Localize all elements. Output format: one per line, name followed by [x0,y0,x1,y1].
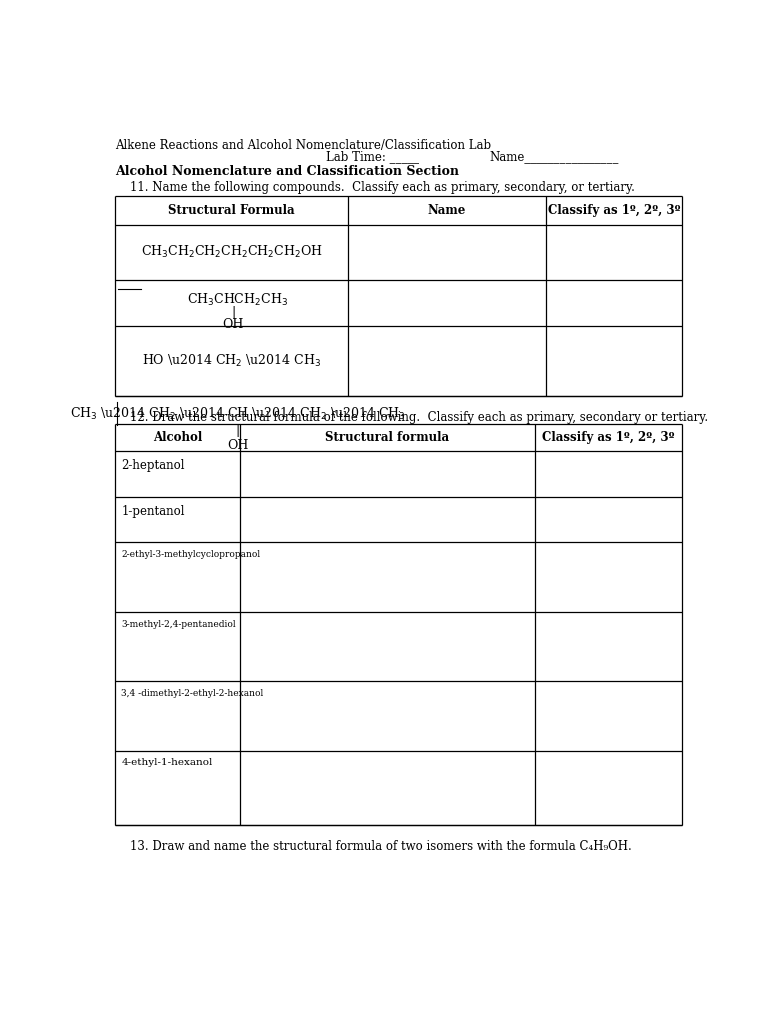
Text: Structural Formula: Structural Formula [168,204,295,217]
Text: OH: OH [223,318,244,331]
Text: 3-methyl-2,4-pentanediol: 3-methyl-2,4-pentanediol [121,620,236,629]
Text: |: | [236,424,240,437]
Text: |: | [231,306,236,319]
Text: 12. Draw the structural formula of the following.  Classify each as primary, sec: 12. Draw the structural formula of the f… [131,411,709,424]
Text: 1-pentanol: 1-pentanol [121,505,185,517]
Text: 3,4 -dimethyl-2-ethyl-2-hexanol: 3,4 -dimethyl-2-ethyl-2-hexanol [121,689,264,698]
Text: 2-ethyl-3-methylcyclopropanol: 2-ethyl-3-methylcyclopropanol [121,550,261,559]
Text: CH$_3$ \u2014 CH$_2$ \u2014 CH \u2014 CH$_2$ \u2014 CH$_3$: CH$_3$ \u2014 CH$_2$ \u2014 CH \u2014 CH… [70,406,405,422]
Text: 2-heptanol: 2-heptanol [121,459,185,472]
Text: CH$_3$CH$_2$CH$_2$CH$_2$CH$_2$CH$_2$OH: CH$_3$CH$_2$CH$_2$CH$_2$CH$_2$CH$_2$OH [141,244,322,260]
Text: Classify as 1º, 2º, 3º: Classify as 1º, 2º, 3º [548,204,680,217]
Text: Alkene Reactions and Alcohol Nomenclature/Classification Lab: Alkene Reactions and Alcohol Nomenclatur… [115,139,492,153]
Text: OH: OH [227,439,248,452]
Text: Name________________: Name________________ [489,150,619,163]
Text: CH$_3$CHCH$_2$CH$_3$: CH$_3$CHCH$_2$CH$_3$ [187,292,288,308]
Text: Alcohol: Alcohol [153,431,202,444]
Text: Classify as 1º, 2º, 3º: Classify as 1º, 2º, 3º [542,431,675,444]
Text: 13. Draw and name the structural formula of two isomers with the formula C₄H₉OH.: 13. Draw and name the structural formula… [131,840,633,853]
Text: Name: Name [428,204,466,217]
Text: Alcohol Nomenclature and Classification Section: Alcohol Nomenclature and Classification … [115,165,459,178]
Text: 4-ethyl-1-hexanol: 4-ethyl-1-hexanol [121,759,212,767]
Text: Lab Time: _____: Lab Time: _____ [326,150,419,163]
Text: 11. Name the following compounds.  Classify each as primary, secondary, or terti: 11. Name the following compounds. Classi… [131,181,636,195]
Text: Structural formula: Structural formula [325,431,450,444]
Text: HO \u2014 CH$_2$ \u2014 CH$_3$: HO \u2014 CH$_2$ \u2014 CH$_3$ [142,353,321,369]
